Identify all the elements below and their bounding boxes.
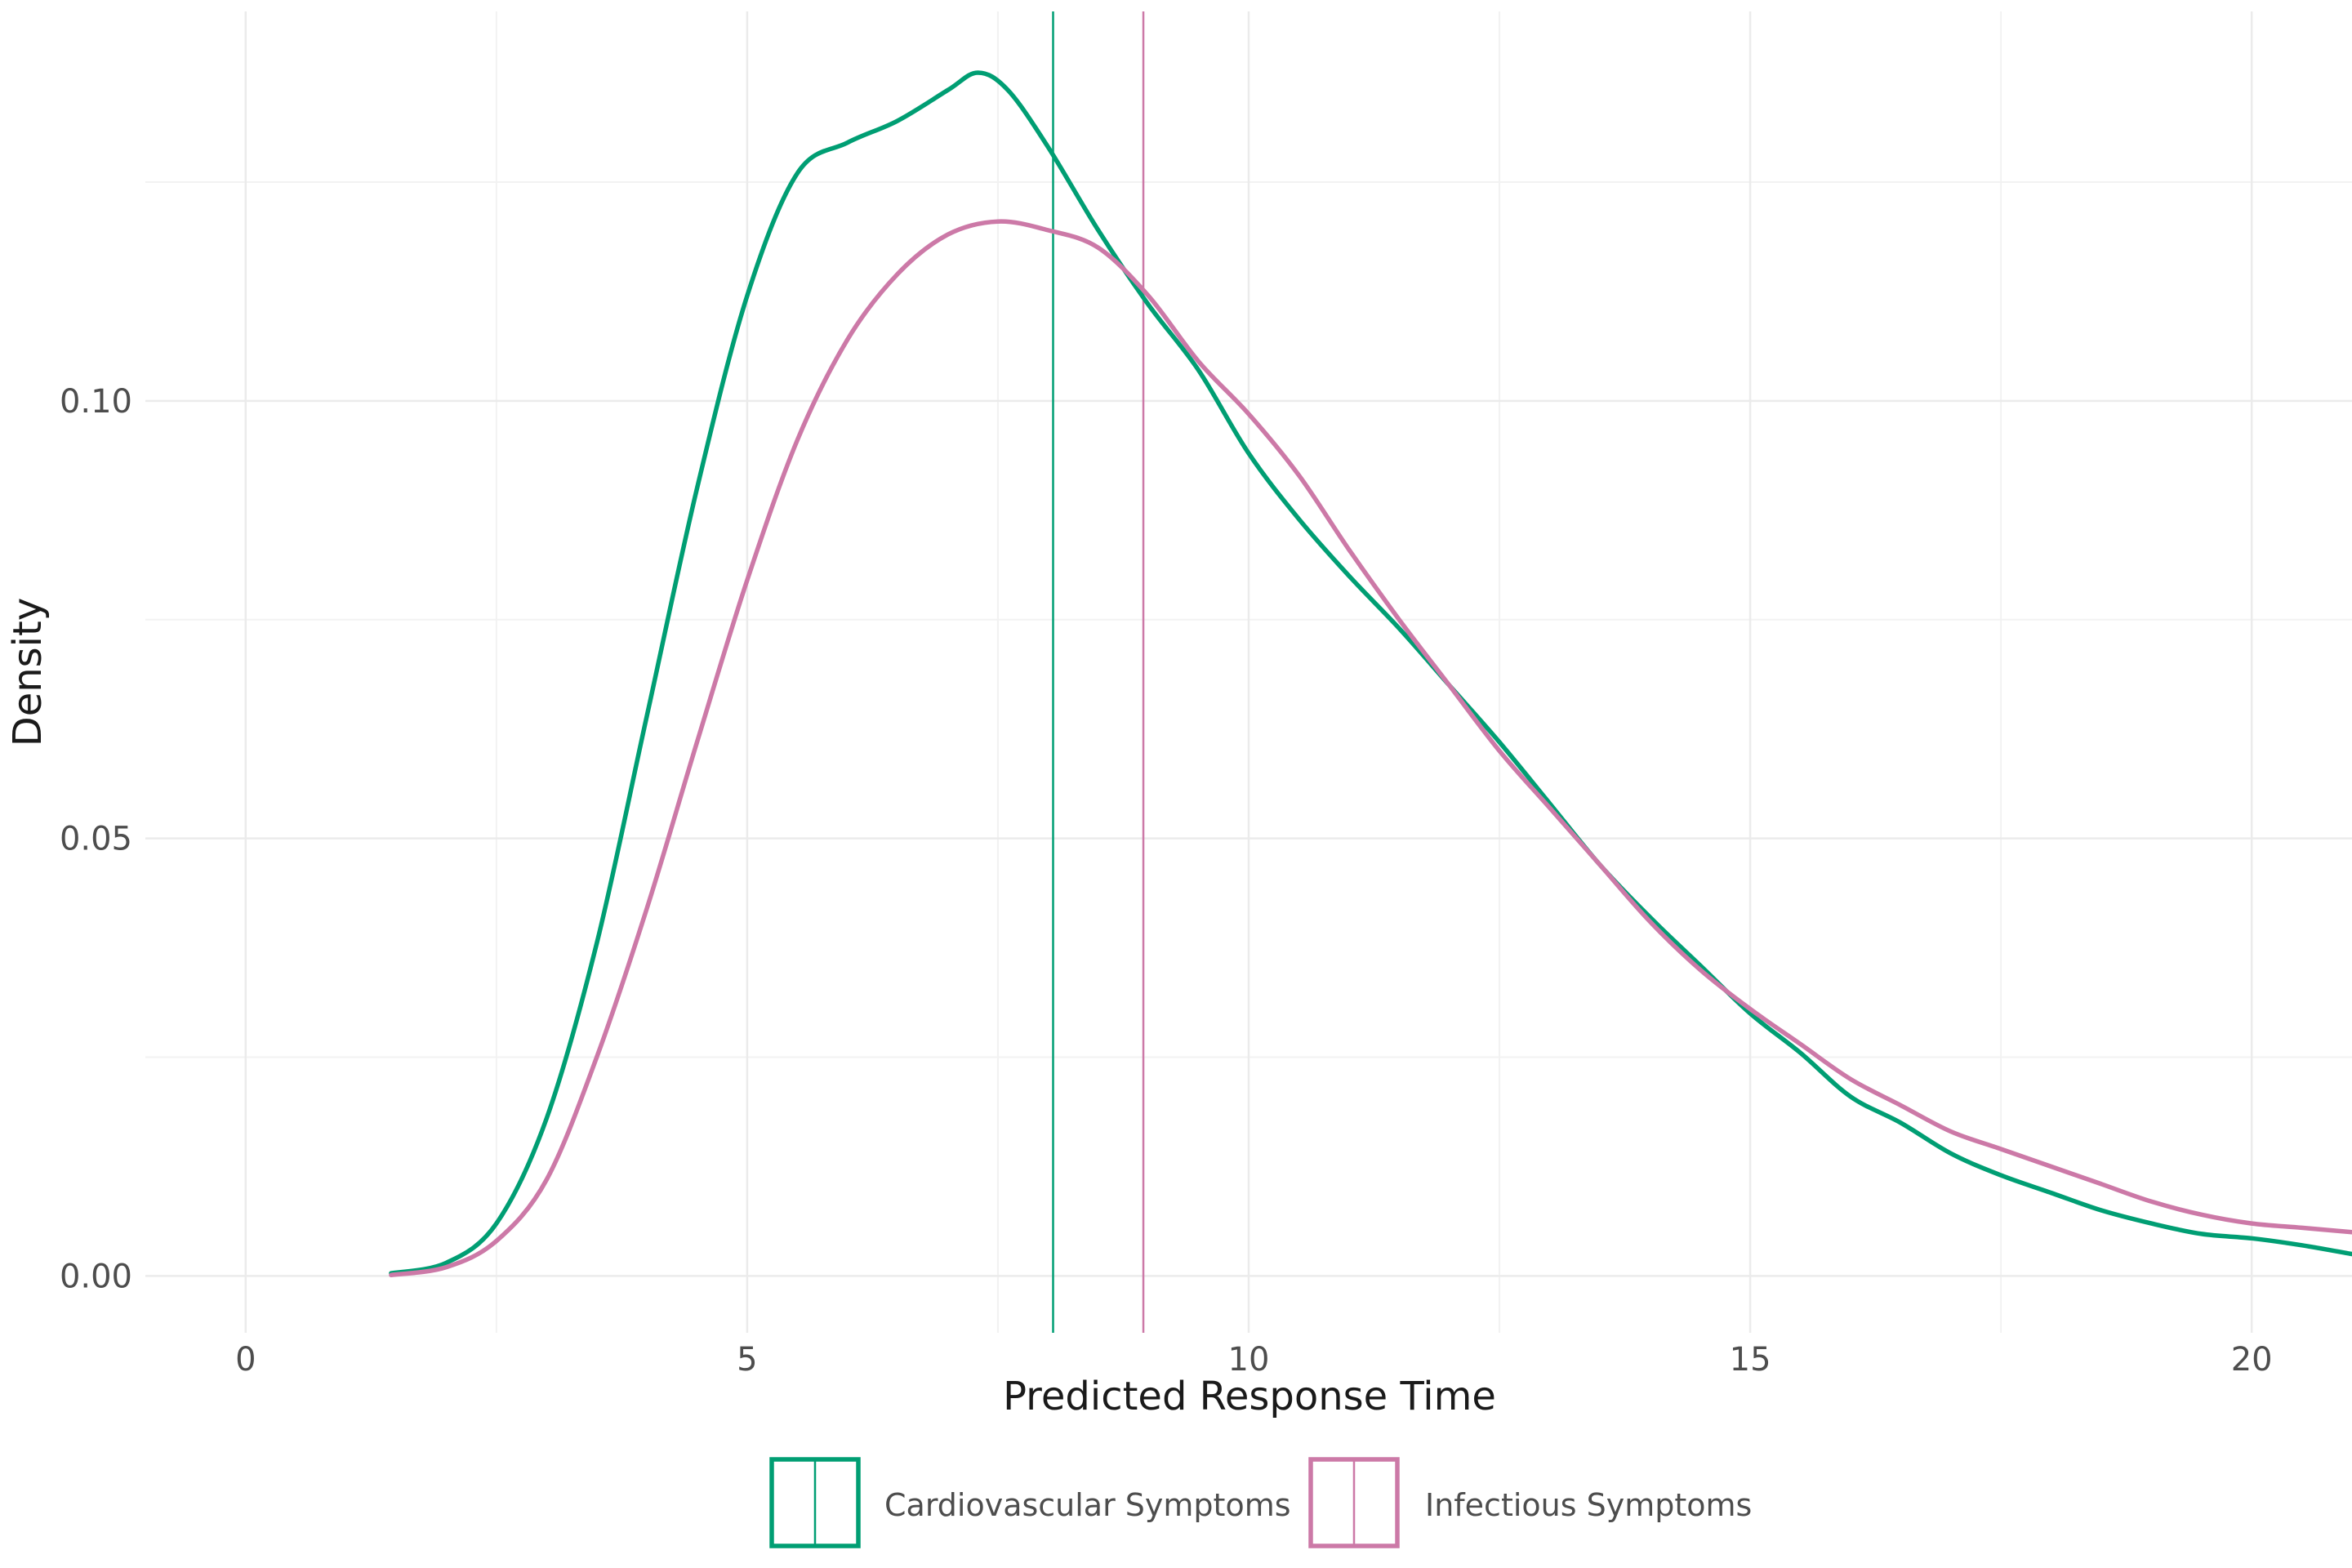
x-tick-label: 5 [737, 1341, 757, 1379]
x-tick-label: 15 [1730, 1341, 1771, 1379]
x-tick-label: 10 [1228, 1341, 1270, 1379]
y-axis-title: Density [5, 598, 51, 746]
x-tick-label: 0 [235, 1341, 256, 1379]
y-tick-label: 0.00 [60, 1258, 132, 1295]
density-curve [389, 70, 2352, 1276]
legend-label: Cardiovascular Symptoms [884, 1487, 1291, 1523]
legend-label: Infectious Symptoms [1425, 1487, 1752, 1523]
y-tick-label: 0.10 [60, 383, 132, 421]
y-axis-ticks: 0.00 0.05 0.10 [60, 383, 132, 1296]
x-tick-label: 20 [2231, 1341, 2273, 1379]
grid-major [145, 11, 2352, 1333]
mean-lines [1052, 11, 1145, 1333]
legend: Cardiovascular Symptoms Infectious Sympto… [769, 1457, 1752, 1548]
density-curve [389, 219, 2352, 1278]
density-curves [389, 70, 2352, 1278]
x-axis-ticks: 0 5 10 15 20 [235, 1341, 2273, 1379]
x-axis-title: Predicted Response Time [1003, 1374, 1496, 1419]
y-tick-label: 0.05 [60, 821, 132, 858]
